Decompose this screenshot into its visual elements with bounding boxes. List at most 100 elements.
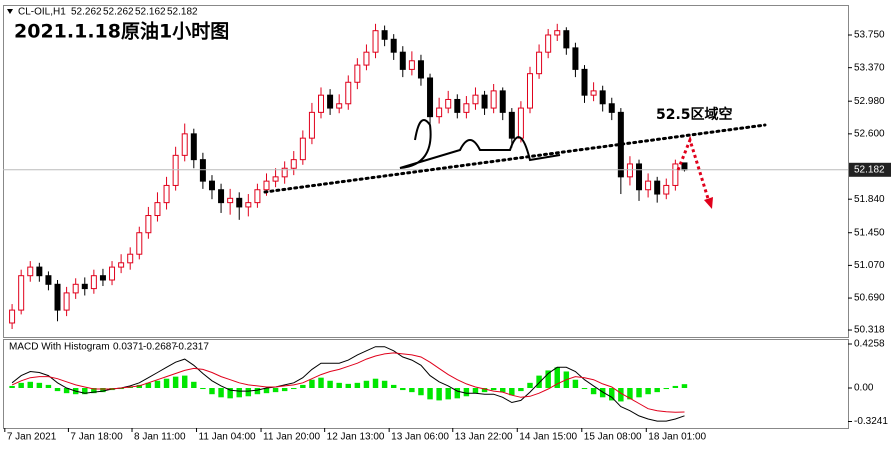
histogram-bar — [381, 380, 388, 389]
signal-line — [11, 352, 685, 413]
candle-body — [436, 107, 443, 118]
forecast-arrow — [676, 135, 712, 206]
candle-body — [563, 30, 570, 49]
y-tick-label: 53.370 — [854, 62, 885, 73]
candle-body — [227, 197, 234, 204]
x-tick-label: 12 Jan 13:00 — [327, 432, 385, 443]
signature — [399, 119, 561, 169]
histogram-bar — [145, 382, 152, 389]
histogram-bar — [36, 382, 43, 389]
arrow-head — [704, 197, 713, 209]
candle-body — [99, 275, 106, 281]
indicator-pane — [3, 339, 849, 429]
histogram-bar — [291, 388, 297, 390]
histogram-bar — [409, 388, 415, 393]
candle-body — [9, 309, 16, 324]
indicator-macd: -0.2687 — [143, 342, 177, 353]
candle-body — [590, 90, 597, 96]
indicator-hist: 0.0371 — [113, 342, 144, 353]
candle-body — [72, 283, 79, 294]
histogram-bar — [481, 388, 488, 393]
y-tick-label: 52.980 — [854, 96, 885, 107]
histogram-bar — [545, 370, 551, 389]
y-tick-label: 51.840 — [854, 194, 885, 205]
histogram-bar — [172, 376, 179, 389]
candle-body — [408, 60, 415, 70]
histogram-bar — [463, 388, 470, 397]
histogram-bar — [191, 381, 197, 389]
candle-body — [581, 68, 588, 96]
histogram-bar — [345, 383, 351, 389]
candle-body — [381, 30, 388, 40]
candle-body — [218, 189, 225, 204]
ohlc-low: 52.162 — [135, 7, 166, 18]
candle-body — [681, 162, 688, 171]
histogram-bar — [390, 384, 397, 389]
y2-tick-label: 0.00 — [854, 383, 874, 394]
ohlc-close: 52.182 — [167, 7, 198, 18]
candle-body — [190, 133, 197, 161]
histogram-bar — [436, 388, 442, 401]
candle-body — [236, 197, 243, 208]
candle-body — [318, 94, 325, 113]
y-tick-label: 53.750 — [854, 30, 885, 41]
candle-body — [18, 275, 25, 311]
histogram-bar — [163, 378, 170, 389]
indicator-name: MACD With Histogram — [9, 342, 110, 353]
histogram-bar — [609, 388, 615, 401]
histogram-bar — [509, 388, 515, 396]
histogram-bar — [645, 388, 651, 395]
y-tick-label: 52.600 — [854, 128, 885, 139]
histogram-bar — [209, 388, 215, 395]
candle-body — [354, 64, 361, 83]
x-tick-label: 7 Jan 18:00 — [70, 432, 123, 443]
histogram-bar — [154, 380, 161, 389]
y2-tick-label: -0.3241 — [854, 416, 888, 427]
histogram-bar — [427, 388, 433, 400]
histogram-bar — [618, 388, 624, 402]
candle-body — [399, 51, 406, 70]
x-tick-label: 11 Jan 20:00 — [263, 432, 321, 443]
histogram-bar — [227, 388, 233, 399]
histogram-bar — [263, 388, 270, 394]
candle-body — [45, 275, 52, 285]
histogram-bar — [63, 388, 70, 394]
trend-line — [263, 123, 767, 194]
histogram-bar — [554, 367, 560, 389]
histogram-bar — [681, 384, 688, 389]
histogram-bar — [627, 388, 633, 400]
candle-body — [517, 107, 524, 139]
histogram-bar — [363, 380, 370, 389]
candle-body — [118, 262, 125, 268]
histogram-bar — [590, 388, 597, 395]
last-price-label: 52.182 — [854, 164, 885, 175]
histogram-bar — [536, 375, 542, 389]
chart-title: 2021.1.18原油1小时图 — [14, 21, 229, 43]
candle-body — [454, 98, 461, 113]
candle-body — [345, 81, 352, 105]
candle-body — [481, 94, 488, 109]
candle-body — [290, 159, 297, 169]
candle-body — [208, 180, 215, 191]
candle-body — [599, 90, 606, 105]
histogram-bar — [372, 378, 379, 389]
histogram-bar — [82, 388, 88, 395]
candle-body — [663, 184, 670, 195]
histogram-bar — [581, 388, 588, 390]
x-tick-label: 18 Jan 01:00 — [648, 432, 706, 443]
histogram-bar — [309, 379, 315, 389]
candle-body — [54, 283, 61, 311]
candle-body — [636, 163, 643, 191]
histogram-bar — [100, 388, 106, 393]
candle-body — [263, 180, 270, 191]
last-price-box — [849, 162, 891, 177]
candle-body — [536, 51, 543, 75]
candle-body — [109, 266, 116, 281]
histogram-bar — [218, 388, 224, 398]
candle-body — [490, 90, 497, 109]
ohlc-open: 52.262 — [71, 7, 102, 18]
candle-body — [545, 34, 552, 53]
candle-body — [81, 283, 88, 290]
histogram-bar — [118, 388, 124, 390]
candle-body — [363, 51, 370, 66]
